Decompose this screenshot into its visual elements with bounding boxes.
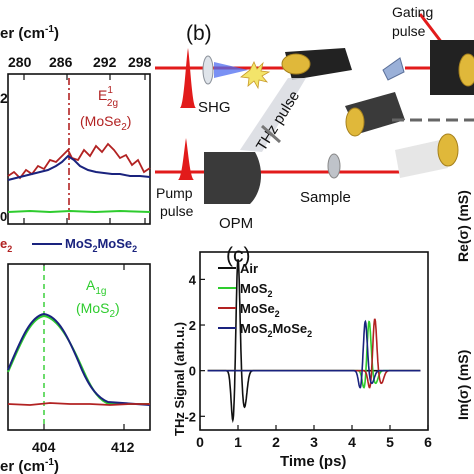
legend-label: MoS2MoSe2 xyxy=(240,321,312,339)
panel-c-chart: (c) THz Signal (arb.u.) Time (ps) 0 1 2 3 4 5… xyxy=(172,244,432,470)
panel-c-label: (c) xyxy=(226,244,251,267)
raman-legend-hetero-label: MoS2MoSe2 xyxy=(65,236,137,254)
pump-label-line2: pulse xyxy=(160,203,194,219)
pulse-top-icon xyxy=(180,48,196,108)
raman-top-tick-280: 280 xyxy=(8,54,32,70)
re-sigma-label: Re(σ) (mS) xyxy=(455,190,471,262)
panel-b-label: (b) xyxy=(186,22,212,45)
raman-top-ytick-zero: 0 xyxy=(0,209,7,224)
right-mirror-icon xyxy=(345,107,365,137)
opm-label: OPM xyxy=(219,215,253,232)
series-mos2mose2-line xyxy=(207,319,421,389)
raman-top-ytick-partial: 2 xyxy=(0,90,8,106)
raman-bottom-mos2-trace xyxy=(7,314,150,405)
gating-label-line2: pulse xyxy=(392,23,426,39)
raman-top-peak-label: E1 2g xyxy=(98,85,118,109)
gating-prism-icon xyxy=(382,57,405,81)
raman-bottom-axis-label: er (cm-1) xyxy=(0,457,59,474)
thz-mirror-icon xyxy=(281,53,311,75)
gating-label-line1: Gating xyxy=(392,4,433,20)
x-tick-label: 4 xyxy=(348,434,356,450)
x-tick-label: 2 xyxy=(272,434,280,450)
raman-top-tick-298: 298 xyxy=(128,54,152,70)
raman-bottom-hetero-trace xyxy=(7,312,151,406)
chart-series xyxy=(207,259,421,424)
sample-label: Sample xyxy=(300,189,351,206)
raman-legend: e2 MoS2MoSe2 xyxy=(0,236,137,254)
raman-top-tick-292: 292 xyxy=(93,54,117,70)
panel-b-schematic: (b) SHG THz pulse OPM Pump pulse Sample xyxy=(155,4,474,232)
focus-cone-icon xyxy=(214,62,248,78)
raman-legend-left: e2 xyxy=(0,236,12,254)
detector-mirror-icon xyxy=(458,53,474,87)
raman-top-frame xyxy=(7,73,151,225)
raman-bottom-tick-404: 404 xyxy=(32,439,56,455)
y-tick-label: 0 xyxy=(189,364,196,379)
chart-x-label: Time (ps) xyxy=(280,453,346,470)
lower-mirror-icon xyxy=(437,133,459,167)
beam-splitter-icon xyxy=(261,124,281,144)
sample-icon xyxy=(327,153,341,179)
raman-top-hetero-trace xyxy=(7,154,151,181)
legend-label: MoSe2 xyxy=(240,301,280,319)
shg-label: SHG xyxy=(198,99,231,116)
y-tick-label: 2 xyxy=(189,318,196,333)
raman-top-mos2-trace xyxy=(7,209,151,214)
raman-top-peak-material: (MoSe2) xyxy=(80,113,131,133)
raman-top-panel: er (cm-1) 280 286 292 298 2 0 E1 2g (MoSe… xyxy=(0,24,152,225)
x-tick-label: 3 xyxy=(310,434,318,450)
raman-bottom-frame xyxy=(7,263,151,431)
x-tick-label: 5 xyxy=(386,434,394,450)
x-tick-label: 0 xyxy=(196,434,204,450)
pump-pulse-icon xyxy=(178,138,194,180)
lower-beam-block xyxy=(395,140,448,178)
legend-label: Air xyxy=(240,261,258,276)
lens-icon xyxy=(202,55,214,85)
raman-bottom-tick-412: 412 xyxy=(111,439,135,455)
raman-bottom-mose2-trace xyxy=(7,402,150,406)
shg-burst-icon xyxy=(239,61,271,90)
y-tick-label: -2 xyxy=(184,409,196,424)
raman-top-tick-286: 286 xyxy=(49,54,73,70)
raman-top-axis-label: er (cm-1) xyxy=(0,24,59,42)
thz-beam-path xyxy=(240,78,306,152)
y-tick-label: 4 xyxy=(189,272,197,287)
raman-top-mose2-trace xyxy=(7,142,151,180)
x-tick-label: 6 xyxy=(424,434,432,450)
chart-y-label: THz Signal (arb.u.) xyxy=(172,322,187,436)
raman-bottom-peak-label: A1g xyxy=(86,277,106,297)
raman-bottom-peak-material: (MoS2) xyxy=(76,300,120,320)
opm-block-icon xyxy=(204,152,262,204)
im-sigma-label: Im(σ) (mS) xyxy=(455,350,471,420)
raman-top-ticks xyxy=(23,74,146,224)
raman-bottom-panel: A1g (MoS2) 404 412 er (cm-1) xyxy=(0,263,151,474)
x-tick-label: 1 xyxy=(234,434,242,450)
pump-label-line1: Pump xyxy=(156,185,193,201)
legend-label: MoS2 xyxy=(240,281,272,299)
